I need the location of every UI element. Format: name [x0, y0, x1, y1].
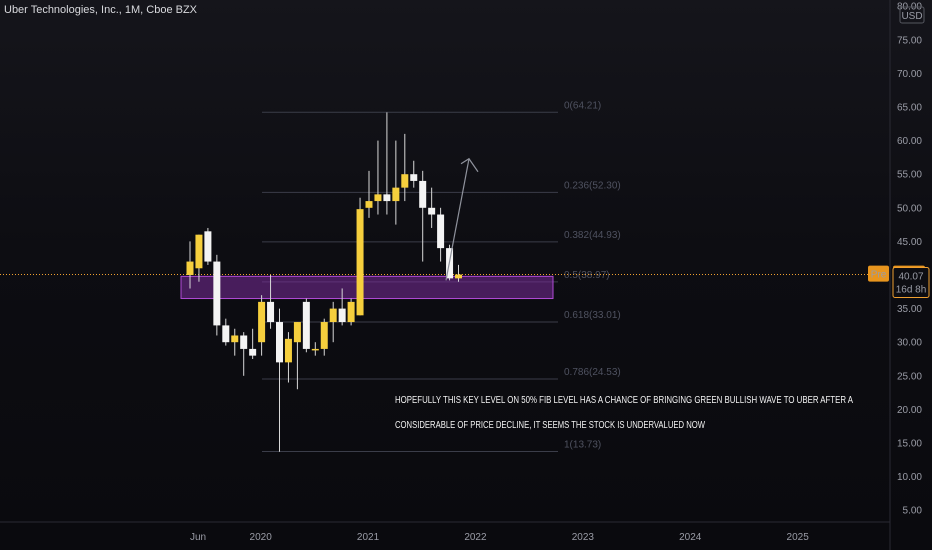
fib-label-0.382: 0.382(44.93) [564, 230, 621, 241]
pre-label: Pre [871, 270, 887, 281]
current-price-value: 40.07 [898, 272, 923, 283]
candle-body[interactable] [204, 231, 212, 262]
annotation-text: CONSIDERABLE OF PRICE DECLINE, IT SEEMS … [395, 420, 705, 431]
x-tick-label: 2022 [464, 532, 487, 543]
x-tick-label: 2021 [357, 532, 380, 543]
x-tick-label: 2020 [250, 532, 273, 543]
chart-title: Uber Technologies, Inc., 1M, Cboe BZX [4, 4, 198, 16]
y-tick-label: 50.00 [897, 203, 922, 214]
y-tick-label: 60.00 [897, 136, 922, 147]
candle-body[interactable] [437, 214, 445, 249]
y-tick-label: 55.00 [897, 170, 922, 181]
candle-body[interactable] [284, 338, 292, 363]
y-tick-label: 30.00 [897, 338, 922, 349]
candle-body[interactable] [455, 274, 462, 279]
candle-body[interactable] [383, 194, 391, 202]
y-tick-label: 65.00 [897, 103, 922, 114]
candle-body[interactable] [320, 322, 328, 349]
currency-label: USD [901, 11, 922, 22]
candle-body[interactable] [410, 174, 418, 181]
x-tick-label: 2023 [572, 532, 595, 543]
bullish-arrow-head [460, 157, 479, 173]
candle-body[interactable] [392, 187, 400, 202]
candle-body[interactable] [356, 209, 364, 316]
y-tick-label: 15.00 [897, 439, 922, 450]
y-tick-label: 45.00 [897, 237, 922, 248]
support-zone[interactable] [180, 275, 554, 300]
annotation-text: HOPEFULLY THIS KEY LEVEL ON 50% FIB LEVE… [395, 395, 853, 406]
fib-label-0.236: 0.236(52.30) [564, 180, 621, 191]
x-tick-label: 2025 [787, 532, 810, 543]
candle-body[interactable] [338, 308, 346, 323]
current-price-badge [892, 267, 930, 299]
candle-body[interactable] [258, 301, 266, 343]
candle-body[interactable] [293, 322, 301, 343]
fib-label-0: 0(64.21) [564, 100, 601, 111]
candle-body[interactable] [213, 261, 221, 326]
y-tick-label: 20.00 [897, 405, 922, 416]
y-tick-label: 10.00 [897, 472, 922, 483]
x-tick-label: Jun [190, 532, 206, 543]
candle-body[interactable] [347, 301, 355, 323]
y-tick-label: 75.00 [897, 35, 922, 46]
fib-label-0.5: 0.5(38.97) [564, 270, 610, 281]
candle-body[interactable] [249, 348, 257, 356]
currency-box [899, 6, 925, 24]
y-tick-label: 25.00 [897, 371, 922, 382]
candle-body[interactable] [329, 308, 337, 323]
candle-body[interactable] [222, 325, 230, 343]
candle-body[interactable] [311, 348, 319, 351]
fib-label-1: 1(13.73) [564, 440, 601, 451]
candle-body[interactable] [419, 180, 427, 208]
candle-body[interactable] [240, 335, 248, 349]
bullish-arrow-line [445, 158, 470, 281]
bar-countdown: 16d 8h [896, 285, 927, 296]
candle-body[interactable] [195, 234, 203, 269]
candle-body[interactable] [401, 174, 409, 188]
pre-badge [868, 265, 889, 282]
candle-body[interactable] [302, 301, 310, 349]
candle-body[interactable] [231, 335, 239, 343]
candle-body[interactable] [276, 322, 283, 363]
candle-body[interactable] [428, 207, 436, 215]
candle-body[interactable] [374, 194, 382, 202]
y-tick-label: 35.00 [897, 304, 922, 315]
y-tick-label: 5.00 [903, 506, 923, 517]
fib-label-0.618: 0.618(33.01) [564, 310, 621, 321]
fib-label-0.786: 0.786(24.53) [564, 367, 621, 378]
candle-body[interactable] [186, 261, 194, 275]
candle-body[interactable] [267, 301, 275, 323]
y-tick-label: 70.00 [897, 69, 922, 80]
x-tick-label: 2024 [679, 532, 702, 543]
candle-body[interactable] [365, 201, 373, 208]
